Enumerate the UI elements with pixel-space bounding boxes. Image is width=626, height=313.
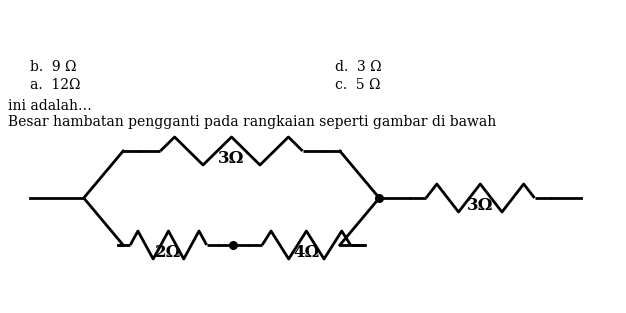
Text: 2Ω: 2Ω <box>155 244 182 261</box>
Text: b.  9 Ω: b. 9 Ω <box>29 60 76 74</box>
Text: 4Ω: 4Ω <box>293 244 319 261</box>
Text: a.  12Ω: a. 12Ω <box>29 78 80 92</box>
Text: ini adalah…: ini adalah… <box>8 99 91 113</box>
Text: d.  3 Ω: d. 3 Ω <box>335 60 382 74</box>
Text: c.  5 Ω: c. 5 Ω <box>335 78 381 92</box>
Text: 3Ω: 3Ω <box>467 197 493 214</box>
Text: Besar hambatan pengganti pada rangkaian seperti gambar di bawah: Besar hambatan pengganti pada rangkaian … <box>8 115 496 129</box>
Text: 3Ω: 3Ω <box>218 150 245 167</box>
